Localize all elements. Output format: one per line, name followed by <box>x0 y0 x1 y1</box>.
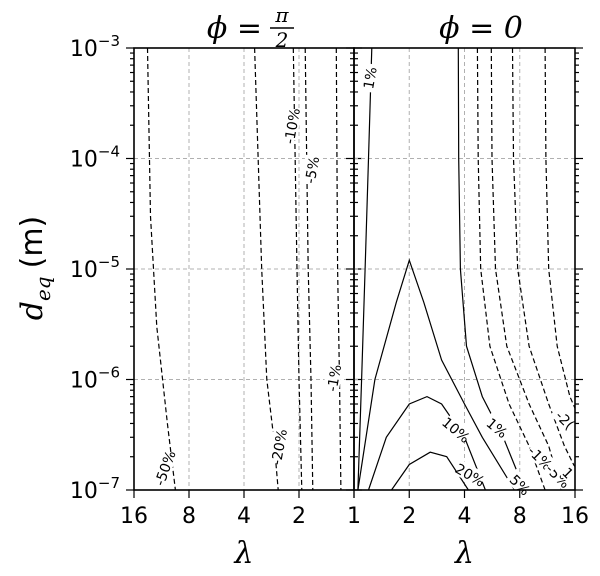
contour-line <box>544 47 576 409</box>
title-denominator: 2 <box>275 28 289 52</box>
contour-label-background <box>267 431 289 463</box>
title-symbol: ϕ = <box>207 11 262 46</box>
contour-line <box>254 47 279 491</box>
contour-label-background <box>280 110 302 142</box>
axis-titles: deq(m) <box>15 216 55 321</box>
y-tick-label: 10−4 <box>70 143 120 173</box>
x-tick-label: 1 <box>347 504 361 529</box>
panel-phi-pi-over-2: -50%-20%-10%-5%-1%16 8 4 2 1λ10−310−410−510−… <box>70 3 362 571</box>
contour-label-background <box>300 154 322 186</box>
contour-label: -1% <box>325 363 345 393</box>
contour-line <box>292 47 303 491</box>
y-tick-label: 10−5 <box>70 253 120 283</box>
contour-label-background <box>543 459 575 491</box>
y-tick-label: 10−7 <box>70 474 120 504</box>
x-axis-title: λ <box>233 536 253 571</box>
title-numerator: π <box>274 3 289 27</box>
contour-line <box>391 451 469 491</box>
contour-line <box>511 47 576 468</box>
y-tick-label: 10−6 <box>70 364 120 394</box>
contour-line <box>304 47 314 491</box>
contour-label: 1% <box>361 66 381 91</box>
contour-line <box>335 47 342 491</box>
contour-label: -20% <box>269 428 291 466</box>
y-tick-label: 10−3 <box>70 32 120 62</box>
contour-label-background <box>481 412 514 443</box>
contour-label-background <box>322 362 344 394</box>
x-tick-label: 16 <box>120 504 148 529</box>
contour-line <box>146 47 176 491</box>
contour-label: 10% <box>438 415 472 447</box>
x-axis-title: λ <box>454 536 474 571</box>
x-tick-label: 2 <box>402 504 416 529</box>
contour-label: -10% <box>282 107 304 145</box>
contour-label: -5% <box>303 155 323 185</box>
x-tick-label: 8 <box>513 504 527 529</box>
contour-label-background <box>550 403 582 435</box>
contour-line <box>357 47 373 491</box>
contour-label-background <box>151 451 177 484</box>
contour-label-background <box>440 414 473 445</box>
contour-label-background <box>525 441 557 473</box>
panel-title-left: ϕ = π2 <box>207 3 294 52</box>
contour-line <box>490 47 563 491</box>
x-tick-label: 16 <box>561 504 589 529</box>
x-tick-label: 4 <box>237 504 251 529</box>
x-tick-label: 8 <box>182 504 196 529</box>
x-tick-label: 2 <box>292 504 306 529</box>
contour-label-background <box>454 460 487 489</box>
panel-title-right: ϕ = 0 <box>439 11 523 46</box>
y-axis-title: deq(m) <box>15 216 55 321</box>
contour-line <box>357 258 516 491</box>
contour-label-background <box>505 468 537 500</box>
contour-line <box>476 47 546 491</box>
contour-label-background <box>358 62 380 94</box>
contour-label-background <box>553 456 585 488</box>
x-tick-label: 4 <box>458 504 472 529</box>
contour-label: 20% <box>452 461 487 490</box>
